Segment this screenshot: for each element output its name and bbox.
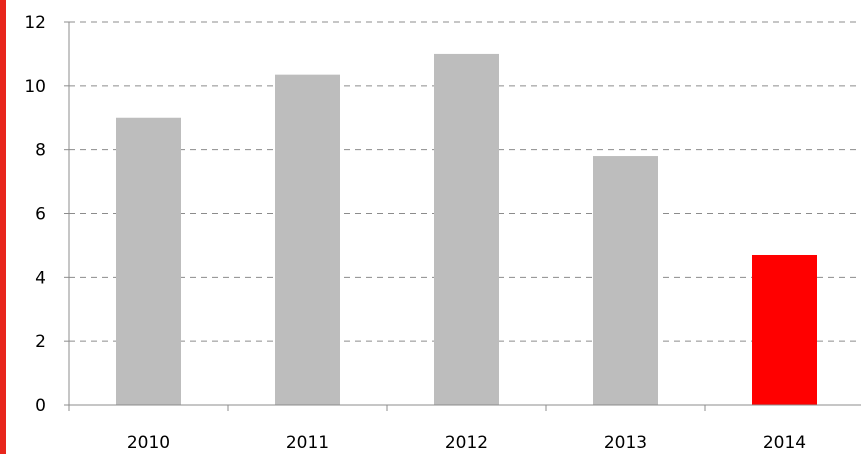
y-tick-label: 10 [24,77,46,97]
x-tick-label: 2012 [445,433,488,453]
x-tick-labels: 2010 2011 2012 2013 2014 [127,433,806,453]
x-tick-label: 2013 [604,433,647,453]
x-tick-label: 2011 [286,433,329,453]
y-tick-label: 2 [35,332,46,352]
x-tick-label: 2014 [763,433,806,453]
bar-2011 [275,74,340,405]
gridlines [69,21,861,342]
y-tick-label: 0 [35,396,46,416]
x-tick-label: 2010 [127,433,170,453]
y-tick-label: 4 [35,268,46,288]
left-accent-stripe [0,0,6,454]
bar-2010 [116,117,181,405]
y-tick-label: 6 [35,205,46,225]
y-tick-labels: 0 2 4 6 8 10 12 [24,13,46,416]
bar-2014 [752,254,817,405]
bar-2012 [434,53,499,406]
bar-2013 [593,156,658,405]
y-tick-label: 12 [24,13,46,33]
axes [64,21,861,411]
y-tick-label: 8 [35,141,46,161]
bars [116,53,817,406]
